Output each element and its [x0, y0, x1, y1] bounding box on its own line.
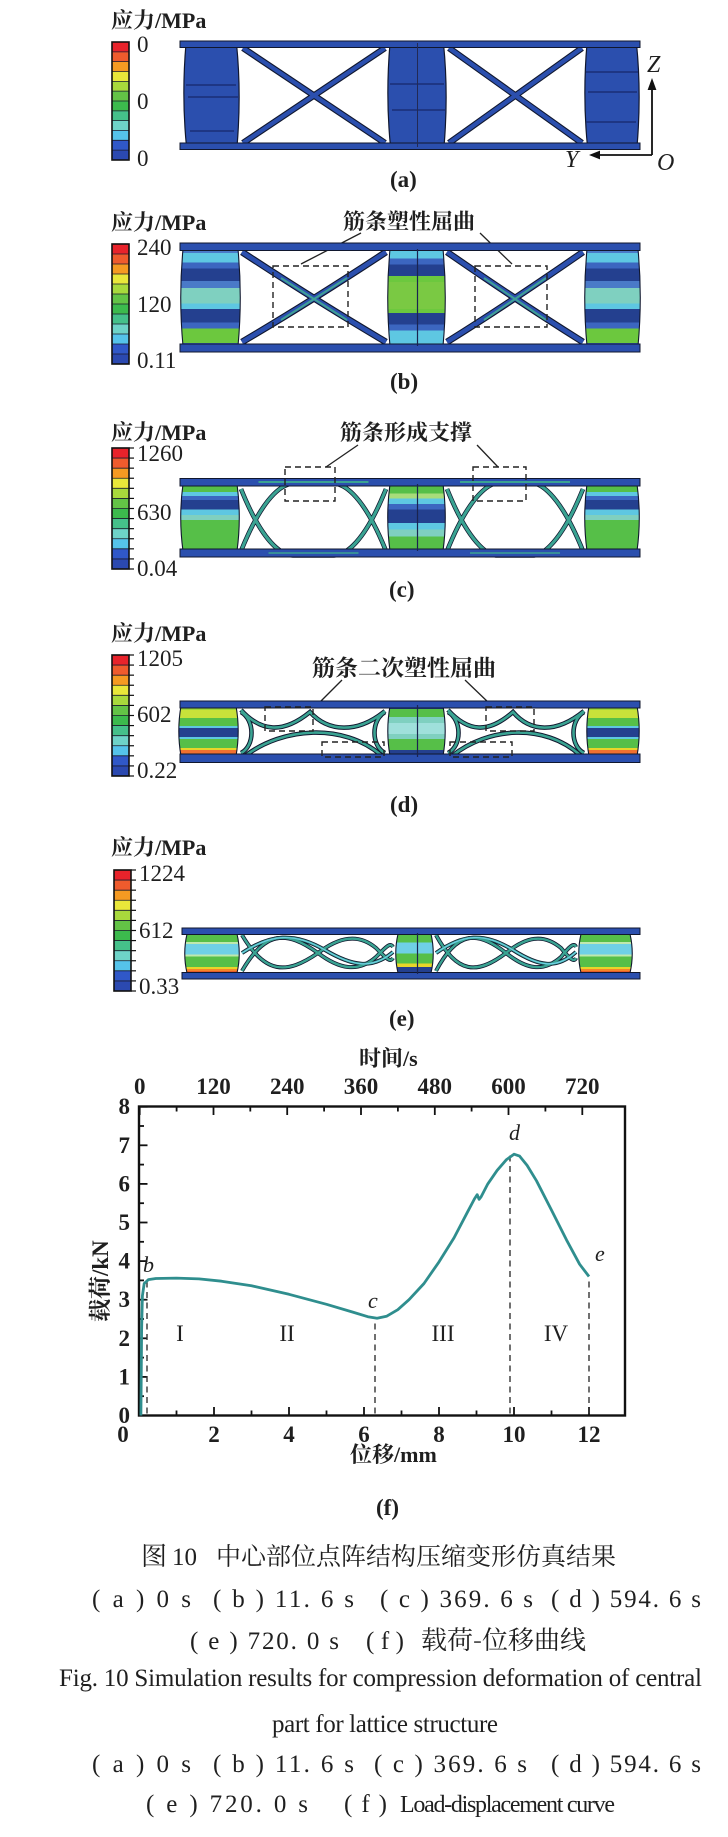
svg-text:360: 360	[344, 1074, 379, 1099]
svg-text:0: 0	[134, 1074, 146, 1099]
svg-text:I: I	[176, 1321, 184, 1346]
svg-text:10: 10	[503, 1422, 526, 1447]
svg-text:c: c	[368, 1288, 378, 1313]
svg-text:/MPa: /MPa	[154, 835, 206, 860]
svg-text:II: II	[279, 1321, 294, 1346]
svg-text:(a): (a)	[390, 167, 417, 192]
svg-text:1: 1	[119, 1364, 131, 1389]
svg-text:/mm: /mm	[393, 1442, 437, 1467]
svg-text:1260: 1260	[137, 441, 183, 466]
svg-text:240: 240	[270, 1074, 305, 1099]
svg-text:( a ) 0 s: ( a ) 0 s	[92, 1751, 191, 1778]
svg-text:Load-displacement curve: Load-displacement curve	[400, 1792, 615, 1818]
svg-text:/kN: /kN	[88, 1240, 113, 1277]
svg-text:( b ) 11. 6 s: ( b ) 11. 6 s	[213, 1751, 354, 1778]
svg-text:e: e	[595, 1241, 605, 1266]
svg-text:/MPa: /MPa	[154, 621, 206, 646]
svg-text:0.11: 0.11	[137, 348, 176, 373]
svg-text:/MPa: /MPa	[154, 420, 206, 445]
svg-text:8: 8	[433, 1422, 445, 1447]
svg-text:( e ) 720. 0 s: ( e ) 720. 0 s	[146, 1791, 308, 1818]
svg-text:( f ): ( f )	[366, 1628, 404, 1655]
svg-text:4: 4	[119, 1249, 131, 1274]
svg-text:( e ) 720. 0 s: ( e ) 720. 0 s	[190, 1628, 339, 1655]
svg-text:( a ) 0 s: ( a ) 0 s	[92, 1586, 191, 1613]
svg-text:0.33: 0.33	[139, 974, 179, 999]
svg-text:( b ) 11. 6 s: ( b ) 11. 6 s	[213, 1586, 354, 1613]
svg-text:10: 10	[172, 1544, 197, 1571]
svg-text:( d ) 594. 6 s: ( d ) 594. 6 s	[551, 1751, 701, 1778]
svg-text:600: 600	[491, 1074, 526, 1099]
svg-text:5: 5	[119, 1210, 131, 1235]
svg-text:Fig. 10 Simulation results f: Fig. 10 Simulation results for compressi…	[59, 1665, 702, 1692]
svg-text:4: 4	[283, 1422, 295, 1447]
svg-text:IV: IV	[544, 1321, 569, 1346]
svg-text:O: O	[657, 150, 674, 176]
svg-text:602: 602	[137, 702, 172, 727]
svg-text:120: 120	[137, 292, 172, 317]
svg-text:720: 720	[565, 1074, 600, 1099]
svg-text:(e): (e)	[389, 1006, 415, 1031]
svg-text:( c ) 369. 6 s: ( c ) 369. 6 s	[380, 1586, 533, 1613]
svg-text:12: 12	[578, 1422, 601, 1447]
svg-text:630: 630	[137, 500, 172, 525]
svg-text:III: III	[432, 1321, 455, 1346]
svg-text:(b): (b)	[390, 369, 418, 394]
svg-text:part for lattice structure: part for lattice structure	[272, 1711, 498, 1738]
svg-text:612: 612	[139, 918, 174, 943]
svg-text:0.04: 0.04	[137, 556, 178, 581]
svg-text:2: 2	[208, 1422, 220, 1447]
svg-text:0: 0	[117, 1422, 129, 1447]
svg-text:d: d	[509, 1120, 521, 1145]
svg-text:Y: Y	[565, 147, 581, 173]
svg-text:(f): (f)	[376, 1495, 399, 1520]
svg-text:0: 0	[137, 146, 149, 171]
svg-text:480: 480	[418, 1074, 453, 1099]
svg-text:( f ): ( f )	[344, 1791, 387, 1818]
svg-text:( c ) 369. 6 s: ( c ) 369. 6 s	[374, 1751, 527, 1778]
svg-text:/s: /s	[402, 1046, 418, 1071]
svg-text:b: b	[143, 1252, 154, 1277]
svg-text:3: 3	[119, 1287, 131, 1312]
svg-text:0: 0	[119, 1403, 131, 1428]
svg-text:120: 120	[196, 1074, 231, 1099]
svg-text:0: 0	[137, 32, 149, 57]
svg-text:1224: 1224	[139, 861, 186, 886]
svg-text:8: 8	[119, 1094, 131, 1119]
svg-text:0: 0	[137, 89, 149, 114]
svg-text:Z: Z	[647, 52, 661, 78]
svg-text:( d ) 594. 6 s: ( d ) 594. 6 s	[551, 1586, 701, 1613]
svg-text:/MPa: /MPa	[154, 8, 206, 33]
svg-text:6: 6	[358, 1422, 370, 1447]
svg-text:240: 240	[137, 235, 172, 260]
svg-text:2: 2	[119, 1326, 131, 1351]
svg-text:/MPa: /MPa	[154, 210, 206, 235]
svg-text:1205: 1205	[137, 646, 183, 671]
svg-text:7: 7	[119, 1133, 131, 1158]
svg-text:(c): (c)	[389, 577, 415, 602]
svg-text:0.22: 0.22	[137, 758, 177, 783]
svg-text:(d): (d)	[390, 792, 418, 817]
svg-text:6: 6	[119, 1171, 131, 1196]
